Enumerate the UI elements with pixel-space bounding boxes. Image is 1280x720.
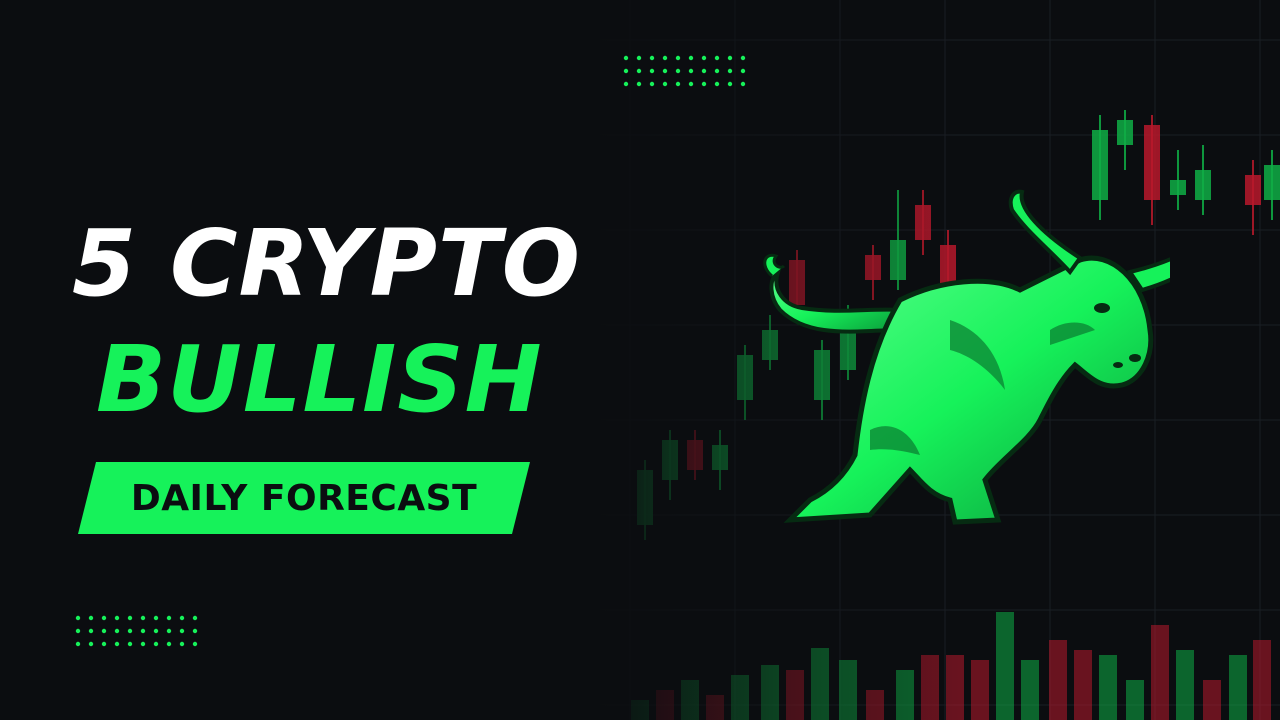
dot (88, 628, 94, 634)
dot (727, 81, 733, 87)
dot (179, 615, 185, 621)
dot (740, 68, 746, 74)
dot (636, 55, 642, 61)
dot (127, 615, 133, 621)
dot (675, 81, 681, 87)
headline-line-1: 5 CRYPTO (72, 210, 581, 317)
dot (114, 628, 120, 634)
dot (636, 81, 642, 87)
dot (127, 628, 133, 634)
dot (192, 615, 198, 621)
dot (688, 81, 694, 87)
dot (714, 68, 720, 74)
dot (114, 641, 120, 647)
dot (623, 81, 629, 87)
dot (649, 81, 655, 87)
dot (75, 641, 81, 647)
bull-icon (763, 189, 1170, 525)
dot (140, 641, 146, 647)
dot (636, 68, 642, 74)
dot (166, 628, 172, 634)
dot (153, 615, 159, 621)
dot (662, 81, 668, 87)
dot (623, 68, 629, 74)
dot (192, 628, 198, 634)
dot (701, 55, 707, 61)
dot (140, 628, 146, 634)
dot (140, 615, 146, 621)
dot (88, 615, 94, 621)
dot (101, 628, 107, 634)
dot (75, 628, 81, 634)
dot (127, 641, 133, 647)
forecast-banner: DAILY FORECAST (78, 462, 530, 534)
dot (192, 641, 198, 647)
dot (101, 615, 107, 621)
dot (153, 628, 159, 634)
dot (675, 55, 681, 61)
dot (623, 55, 629, 61)
dot (740, 55, 746, 61)
forecast-banner-label: DAILY FORECAST (130, 477, 478, 519)
dot (649, 55, 655, 61)
dot (688, 68, 694, 74)
dot (701, 68, 707, 74)
dot-grid-top (623, 55, 746, 87)
dot (662, 68, 668, 74)
dot (153, 641, 159, 647)
dot (714, 55, 720, 61)
dot (179, 641, 185, 647)
dot (701, 81, 707, 87)
dot-grid-bottom (75, 615, 198, 647)
dot (688, 55, 694, 61)
dot (101, 641, 107, 647)
dot (740, 81, 746, 87)
dot (649, 68, 655, 74)
dot (114, 615, 120, 621)
dot (675, 68, 681, 74)
headline-line-2: BULLISH (96, 326, 543, 433)
dot (75, 615, 81, 621)
dot (714, 81, 720, 87)
dot (179, 628, 185, 634)
dot (662, 55, 668, 61)
dot (727, 68, 733, 74)
dot (88, 641, 94, 647)
dot (727, 55, 733, 61)
dot (166, 641, 172, 647)
dot (166, 615, 172, 621)
